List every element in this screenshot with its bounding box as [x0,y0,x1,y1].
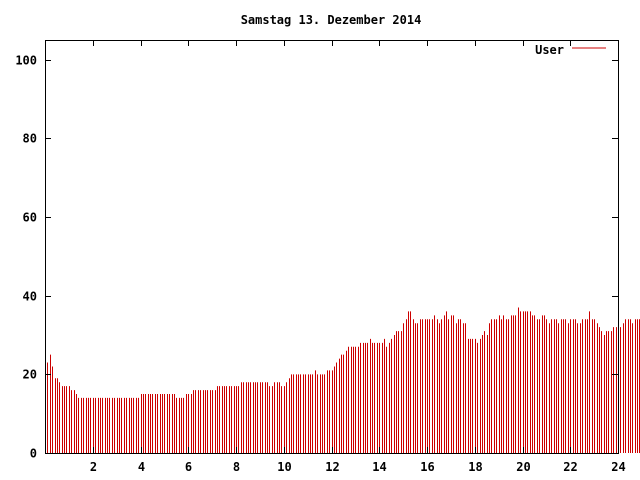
legend: User [535,43,606,57]
y-tick-label: 80 [23,132,37,146]
y-tick-label: 100 [15,54,37,68]
y-tick-label: 0 [30,447,37,461]
x-axis: 2 4 6 8 10 12 14 16 18 20 22 24 [90,40,626,474]
bar-series-user [45,307,640,453]
x-tick-label: 8 [233,460,240,474]
x-tick-label: 20 [516,460,530,474]
y-axis: 0 20 40 60 80 100 [15,54,618,461]
x-tick-label: 22 [563,460,577,474]
x-tick-label: 14 [372,460,386,474]
x-tick-label: 12 [325,460,339,474]
x-tick-label: 10 [277,460,291,474]
x-tick-label: 4 [138,460,145,474]
legend-label-user: User [535,43,564,57]
x-tick-label: 6 [185,460,192,474]
x-tick-label: 2 [90,460,97,474]
x-tick-label: 18 [468,460,482,474]
y-tick-label: 20 [23,368,37,382]
chart-title: Samstag 13. Dezember 2014 [241,13,422,27]
x-tick-label: 16 [420,460,434,474]
y-tick-label: 60 [23,211,37,225]
y-tick-label: 40 [23,290,37,304]
x-tick-label: 24 [611,460,625,474]
